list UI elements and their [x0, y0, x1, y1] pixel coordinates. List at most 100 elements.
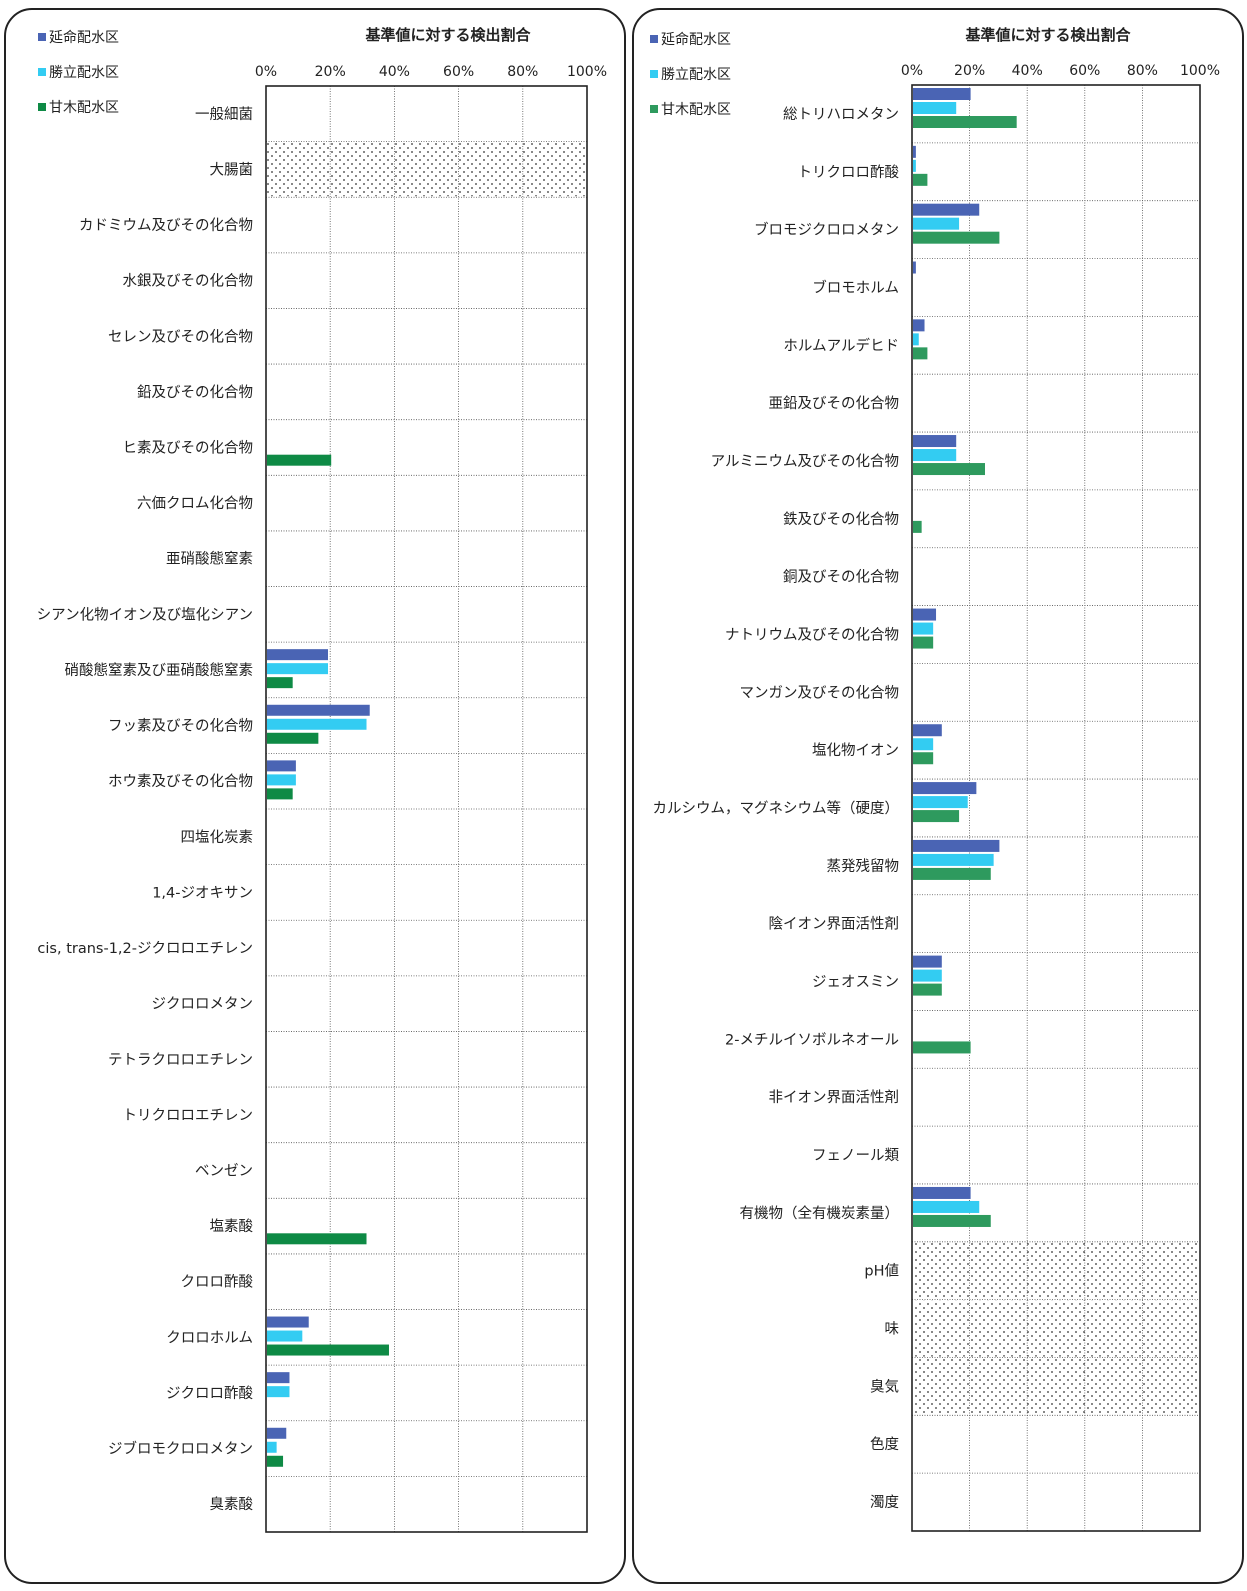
- bar: [267, 732, 319, 744]
- category-label: テトラクロロエチレン: [108, 1051, 253, 1068]
- bar: [913, 435, 957, 448]
- category-label: ホウ素及びその化合物: [108, 773, 253, 790]
- bar: [913, 853, 994, 866]
- legend-label-amagi: 甘木配水区: [49, 100, 119, 116]
- bar: [913, 608, 937, 621]
- bar: [913, 983, 942, 996]
- category-label: 臭素酸: [210, 1496, 254, 1513]
- bar: [267, 718, 367, 730]
- bar: [913, 463, 985, 476]
- category-label: 蒸発残留物: [827, 858, 900, 875]
- category-label: ホルムアルデヒド: [783, 336, 899, 354]
- category-label: セレン及びその化合物: [108, 328, 253, 345]
- category-label: pH値: [864, 1263, 899, 1280]
- category-label: 味: [885, 1321, 900, 1338]
- bar: [913, 810, 960, 823]
- category-label: マンガン及びその化合物: [740, 684, 900, 701]
- bar: [913, 203, 980, 216]
- category-label: 水銀及びその化合物: [123, 273, 254, 290]
- plot-frame: [911, 84, 1201, 1532]
- bar: [267, 649, 328, 661]
- legend-swatch-katsutachi: [650, 70, 658, 78]
- bar: [267, 454, 332, 466]
- category-label: ナトリウム及びその化合物: [725, 626, 899, 643]
- legend-label-amagi: 甘木配水区: [661, 102, 731, 118]
- legend-swatch-amagi: [38, 103, 46, 111]
- bar: [913, 116, 1017, 128]
- category-label: 塩化物イオン: [812, 742, 899, 759]
- category-label: 鉄及びその化合物: [783, 511, 899, 528]
- bar: [913, 839, 1000, 852]
- category-label: ジェオスミン: [812, 975, 899, 991]
- bar: [913, 752, 934, 765]
- x-tick-label: 40%: [1012, 63, 1043, 79]
- bar: [913, 1186, 971, 1199]
- legend-swatch-katsutachi: [38, 68, 46, 76]
- legend-item-amagi: 甘木配水区: [38, 98, 119, 116]
- bar: [913, 449, 957, 462]
- legend-label-katsutachi: 勝立配水区: [661, 67, 731, 83]
- x-tick-label: 80%: [1127, 63, 1158, 79]
- category-label: cis, trans-1,2-ジクロロエチレン: [37, 940, 253, 957]
- bar: [913, 217, 960, 230]
- legend-swatch-amagi: [650, 105, 658, 113]
- left-chart-panel: 延命配水区 勝立配水区 甘木配水区 基準値に対する検出割合 0% 20% 40% 60…: [4, 8, 626, 1584]
- bar: [267, 1427, 287, 1439]
- bar: [913, 145, 916, 158]
- category-label: ブロモホルム: [812, 278, 899, 296]
- category-label: シアン化物イオン及び塩化シアン: [37, 606, 253, 623]
- bar: [267, 788, 293, 800]
- legend-swatch-enmei: [650, 35, 658, 43]
- x-tick-label: 80%: [507, 64, 538, 80]
- hatched-cell: [913, 1242, 1199, 1299]
- bar: [913, 159, 916, 172]
- category-label: 総トリハロメタン: [783, 106, 899, 123]
- category-label: フェノール類: [812, 1147, 899, 1164]
- category-label: 四塩化炭素: [181, 829, 254, 846]
- legend-label-enmei: 延命配水区: [661, 32, 731, 48]
- bar: [267, 1441, 277, 1453]
- right-chart-panel: 延命配水区 勝立配水区 甘木配水区 基準値に対する検出割合 0% 20% 40% 60…: [632, 8, 1244, 1584]
- bar: [913, 231, 1000, 244]
- bar: [913, 333, 919, 346]
- hatched-cell: [267, 142, 586, 197]
- legend-item-katsutachi: 勝立配水区: [38, 63, 119, 81]
- legend-label-katsutachi: 勝立配水区: [49, 65, 119, 81]
- x-tick-label: 60%: [443, 64, 474, 80]
- legend: 延命配水区 勝立配水区 甘木配水区: [650, 30, 731, 135]
- x-tick-label: 0%: [901, 63, 923, 79]
- category-label: 濁度: [870, 1494, 899, 1511]
- category-label: 有機物（全有機炭素量）: [740, 1204, 900, 1222]
- category-label: 大腸菌: [210, 161, 254, 178]
- bar: [267, 1386, 290, 1398]
- chart-left: 0% 20% 40% 60% 80% 100% 一般細菌大腸菌カドミウム及びその化合物水銀及…: [37, 64, 607, 1533]
- bar: [267, 1233, 367, 1245]
- category-label: トリクロロエチレン: [123, 1107, 254, 1124]
- chart-title-left: 基準値に対する検出割合: [365, 26, 531, 44]
- bar: [913, 173, 928, 186]
- category-label: 2-メチルイソボルネオール: [725, 1031, 899, 1048]
- category-label: 銅及びその化合物: [783, 569, 899, 586]
- category-label: ブロモジクロロメタン: [754, 221, 899, 239]
- bar: [267, 663, 328, 675]
- category-label: クロロ酢酸: [181, 1274, 254, 1291]
- category-label: 亜硝酸態窒素: [166, 550, 253, 568]
- bar: [267, 1316, 309, 1328]
- plot-frame: [265, 85, 588, 1533]
- category-label: ジクロロ酢酸: [166, 1385, 253, 1402]
- legend-label-enmei: 延命配水区: [49, 30, 119, 46]
- category-label: 1,4-ジオキサン: [152, 885, 253, 901]
- bar: [913, 520, 922, 533]
- category-label: カルシウム，マグネシウム等（硬度）: [653, 799, 900, 817]
- x-tick-label: 40%: [379, 64, 410, 80]
- bar: [913, 261, 916, 274]
- bar: [913, 622, 934, 635]
- bar: [267, 760, 296, 772]
- category-label: ジクロロメタン: [152, 996, 254, 1013]
- chart-right: 0% 20% 40% 60% 80% 100% 総トリハロメタントリクロロ酢酸ブロモジクロロ…: [653, 63, 1220, 1532]
- bar: [913, 88, 971, 100]
- bar: [913, 347, 928, 360]
- category-label: ジブロモクロロメタン: [108, 1440, 253, 1458]
- legend: 延命配水区 勝立配水区 甘木配水区: [38, 28, 119, 133]
- bar: [913, 796, 968, 809]
